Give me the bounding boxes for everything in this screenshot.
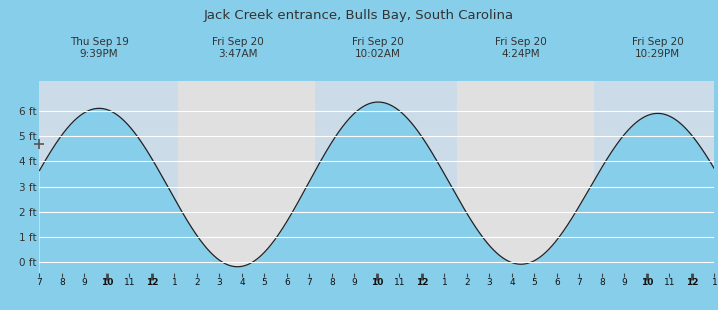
Text: Fri Sep 20
10:29PM: Fri Sep 20 10:29PM	[632, 37, 684, 59]
Text: Fri Sep 20
3:47AM: Fri Sep 20 3:47AM	[212, 37, 264, 59]
Bar	[315, 81, 457, 273]
Bar	[178, 81, 315, 273]
Text: Thu Sep 19
9:39PM: Thu Sep 19 9:39PM	[70, 37, 129, 59]
Text: Jack Creek entrance, Bulls Bay, South Carolina: Jack Creek entrance, Bulls Bay, South Ca…	[204, 9, 514, 22]
Bar	[39, 81, 178, 273]
Text: Fri Sep 20
4:24PM: Fri Sep 20 4:24PM	[495, 37, 547, 59]
Bar	[457, 81, 594, 273]
Text: Fri Sep 20
10:02AM: Fri Sep 20 10:02AM	[353, 37, 404, 59]
Bar	[594, 81, 714, 273]
